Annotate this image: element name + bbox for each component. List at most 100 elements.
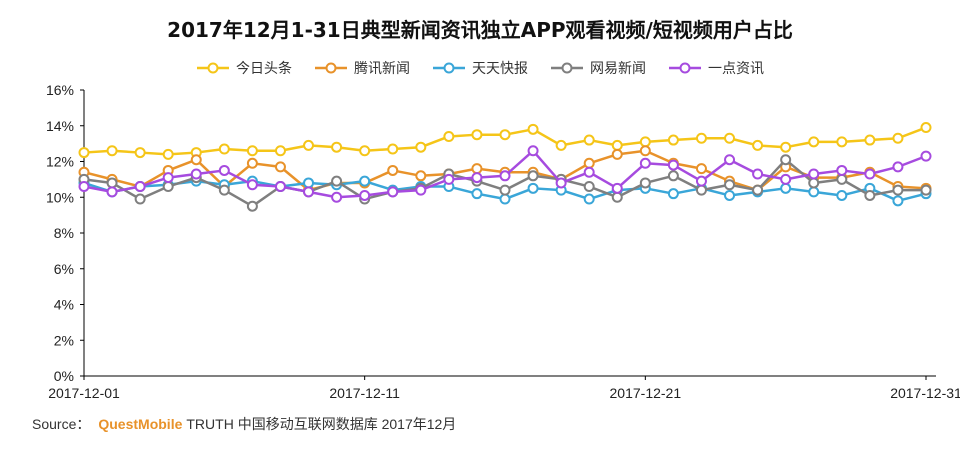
data-point [836, 173, 848, 185]
data-point [303, 177, 315, 189]
data-point [920, 184, 932, 196]
data-point [752, 139, 764, 151]
data-point [667, 159, 679, 171]
y-tick-label: 10% [46, 189, 74, 205]
data-point [920, 122, 932, 134]
data-point [387, 143, 399, 155]
data-point [583, 181, 595, 193]
data-point [892, 132, 904, 144]
data-point [471, 172, 483, 184]
data-point [162, 181, 174, 193]
legend-swatch [551, 62, 583, 74]
legend-item: 天天快报 [432, 58, 528, 78]
data-point [583, 134, 595, 146]
data-point [162, 148, 174, 160]
data-point [162, 172, 174, 184]
legend-swatch [315, 62, 347, 74]
data-point [359, 175, 371, 187]
y-tick-label: 4% [54, 297, 74, 313]
y-tick-label: 16% [46, 82, 74, 98]
data-point [724, 154, 736, 166]
data-point [864, 134, 876, 146]
data-point [527, 182, 539, 194]
data-point [499, 170, 511, 182]
data-point [920, 150, 932, 162]
data-point [667, 188, 679, 200]
data-point [387, 186, 399, 198]
data-point [695, 175, 707, 187]
data-point [218, 143, 230, 155]
data-point [443, 130, 455, 142]
data-point [359, 189, 371, 201]
data-point [499, 193, 511, 205]
data-point [499, 184, 511, 196]
data-point [387, 164, 399, 176]
data-point [639, 145, 651, 157]
data-point [246, 200, 258, 212]
data-point [246, 157, 258, 169]
source-text: TRUTH 中国移动互联网数据库 2017年12月 [186, 416, 457, 432]
x-tick-label: 2017-12-31 [890, 385, 960, 401]
data-point [752, 184, 764, 196]
data-point [864, 168, 876, 180]
data-point [808, 186, 820, 198]
data-point [836, 189, 848, 201]
y-tick-label: 6% [54, 261, 74, 277]
data-point [808, 177, 820, 189]
legend-item: 网易新闻 [550, 58, 646, 78]
data-point [724, 132, 736, 144]
y-tick-label: 0% [54, 368, 74, 384]
data-point [639, 136, 651, 148]
data-point [808, 136, 820, 148]
data-point [134, 193, 146, 205]
data-point [892, 195, 904, 207]
data-point [892, 161, 904, 173]
legend-swatch [197, 62, 229, 74]
data-point [639, 157, 651, 169]
data-point [134, 147, 146, 159]
data-point [106, 177, 118, 189]
data-point [780, 141, 792, 153]
legend-item: 腾讯新闻 [314, 58, 410, 78]
chart-title: 2017年12月1-31日典型新闻资讯独立APP观看视频/短视频用户占比 [167, 18, 793, 42]
data-point [471, 163, 483, 175]
data-point [471, 188, 483, 200]
chart-legend: 今日头条 腾讯新闻 天天快报 网易新闻 一点资讯 [0, 58, 960, 78]
y-tick-label: 14% [46, 118, 74, 134]
data-point [836, 164, 848, 176]
data-point [611, 182, 623, 194]
data-point [78, 147, 90, 159]
data-point [359, 145, 371, 157]
data-point [555, 139, 567, 151]
y-tick-label: 2% [54, 332, 74, 348]
legend-label: 天天快报 [472, 61, 528, 77]
data-point [892, 184, 904, 196]
data-point [780, 182, 792, 194]
legend-label: 腾讯新闻 [354, 61, 410, 77]
data-point [246, 145, 258, 157]
data-point [695, 132, 707, 144]
data-point [246, 179, 258, 191]
y-tick-label: 12% [46, 154, 74, 170]
data-point [331, 191, 343, 203]
data-point [106, 186, 118, 198]
x-tick-label: 2017-12-21 [610, 385, 682, 401]
legend-label: 今日头条 [236, 61, 292, 77]
y-tick-label: 8% [54, 225, 74, 241]
data-point [864, 189, 876, 201]
legend-item: 今日头条 [196, 58, 292, 78]
data-point [667, 134, 679, 146]
data-point [611, 191, 623, 203]
data-point [471, 129, 483, 141]
data-point [667, 170, 679, 182]
source-brand: QuestMobile [98, 416, 183, 432]
x-tick-label: 2017-12-11 [329, 385, 400, 401]
data-point [443, 173, 455, 185]
data-point [331, 141, 343, 153]
data-point [695, 163, 707, 175]
data-point [527, 170, 539, 182]
data-point [752, 168, 764, 180]
data-point [274, 161, 286, 173]
data-point [808, 168, 820, 180]
